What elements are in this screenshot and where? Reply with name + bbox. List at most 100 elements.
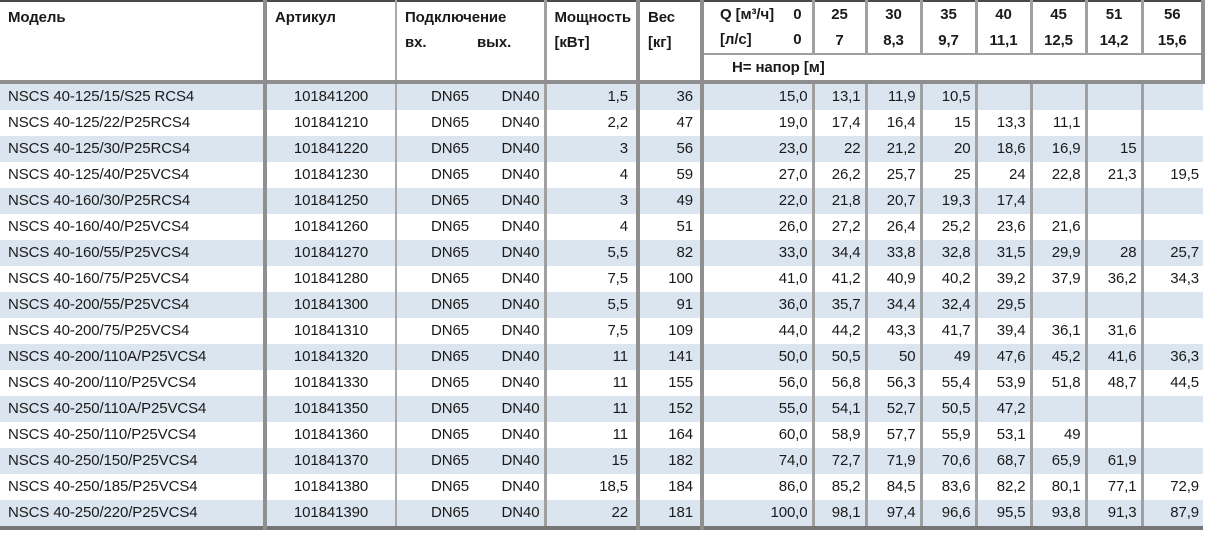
power-header-label: Мощность (554, 9, 632, 26)
col-header-article: Артикул (263, 1, 396, 84)
head-value-cell (1140, 188, 1203, 214)
weight-cell: 155 (636, 370, 702, 396)
model-cell: NSCS 40-250/110A/P25VCS4 (0, 396, 265, 422)
model-cell: NSCS 40-250/110/P25VCS4 (0, 422, 265, 448)
head-value-cell: 22 (811, 136, 866, 162)
head-value-cell: 29,5 (974, 292, 1031, 318)
weight-cell: 51 (636, 214, 702, 240)
outlet-cell: DN40 (470, 422, 545, 448)
inlet-cell: DN65 (395, 292, 470, 318)
head-value-cell: 18,6 (974, 136, 1031, 162)
weight-unit-label: [кг] (648, 34, 672, 51)
model-cell: NSCS 40-250/150/P25VCS4 (0, 448, 265, 474)
inlet-cell: DN65 (395, 448, 470, 474)
flow-ls-value: 8,3 (864, 27, 921, 55)
head-value-cell: 82,2 (974, 474, 1031, 500)
outlet-cell: DN40 (470, 292, 545, 318)
head-value-cell: 25,2 (919, 214, 976, 240)
article-cell: 101841250 (263, 188, 396, 214)
model-cell: NSCS 40-125/15/S25 RCS4 (0, 82, 265, 110)
table-row: NSCS 40-250/185/P25VCS4 101841380 DN65 D… (0, 474, 1203, 500)
weight-cell: 36 (636, 82, 702, 110)
flow-q-zero-value: 0 (793, 6, 802, 23)
flow-q-value: 35 (919, 1, 976, 27)
model-cell: NSCS 40-160/75/P25VCS4 (0, 266, 265, 292)
flow-q-value: 45 (1029, 1, 1086, 27)
head-value-cell: 54,1 (811, 396, 866, 422)
head-value-cell: 44,0 (700, 318, 813, 344)
weight-cell: 109 (636, 318, 702, 344)
head-value-cell: 50,5 (811, 344, 866, 370)
head-value-cell: 65,9 (1029, 448, 1086, 474)
connection-outlet-label: вых. (477, 34, 512, 51)
model-cell: NSCS 40-125/22/P25RCS4 (0, 110, 265, 136)
article-cell: 101841230 (263, 162, 396, 188)
head-value-cell (1029, 292, 1086, 318)
head-value-cell: 16,9 (1029, 136, 1086, 162)
head-value-cell: 29,9 (1029, 240, 1086, 266)
head-value-cell (1084, 422, 1142, 448)
table-row: NSCS 40-200/110/P25VCS4 101841330 DN65 D… (0, 370, 1203, 396)
inlet-cell: DN65 (395, 396, 470, 422)
head-value-cell (1140, 82, 1203, 110)
head-value-cell: 72,9 (1140, 474, 1203, 500)
head-value-cell: 61,9 (1084, 448, 1142, 474)
head-value-cell (1140, 214, 1203, 240)
outlet-cell: DN40 (470, 448, 545, 474)
head-value-cell: 33,8 (864, 240, 921, 266)
inlet-cell: DN65 (395, 110, 470, 136)
head-value-cell: 27,2 (811, 214, 866, 240)
head-value-cell: 21,6 (1029, 214, 1086, 240)
head-value-cell (1084, 396, 1142, 422)
head-value-cell: 43,3 (864, 318, 921, 344)
article-cell: 101841200 (263, 82, 396, 110)
flow-ls-label: [л/с] (720, 31, 752, 48)
head-value-cell: 68,7 (974, 448, 1031, 474)
head-value-cell: 36,3 (1140, 344, 1203, 370)
outlet-cell: DN40 (470, 188, 545, 214)
head-band-label: Н= напор [м] (700, 54, 1205, 84)
head-value-cell: 20,7 (864, 188, 921, 214)
flow-q-value: 40 (974, 1, 1031, 27)
weight-cell: 181 (636, 500, 702, 528)
inlet-cell: DN65 (395, 500, 470, 528)
article-cell: 101841380 (263, 474, 396, 500)
table-row: NSCS 40-125/40/P25VCS4 101841230 DN65 DN… (0, 162, 1203, 188)
head-value-cell: 23,0 (700, 136, 813, 162)
flow-ls-value: 12,5 (1029, 27, 1086, 55)
head-value-cell: 11,1 (1029, 110, 1086, 136)
head-value-cell: 93,8 (1029, 500, 1086, 528)
article-cell: 101841310 (263, 318, 396, 344)
head-value-cell (1084, 110, 1142, 136)
outlet-cell: DN40 (470, 214, 545, 240)
outlet-cell: DN40 (470, 82, 545, 110)
model-cell: NSCS 40-160/30/P25RCS4 (0, 188, 265, 214)
article-cell: 101841360 (263, 422, 396, 448)
power-cell: 22 (543, 500, 638, 528)
flow-ls-zero-value: 0 (793, 31, 802, 48)
head-value-cell: 32,4 (919, 292, 976, 318)
power-cell: 11 (543, 370, 638, 396)
table-row: NSCS 40-250/220/P25VCS4 101841390 DN65 D… (0, 500, 1203, 528)
outlet-cell: DN40 (470, 370, 545, 396)
flow-header-ls-zero: [л/с] 0 (700, 27, 813, 55)
table-row: NSCS 40-160/30/P25RCS4 101841250 DN65 DN… (0, 188, 1203, 214)
table-body: NSCS 40-125/15/S25 RCS4 101841200 DN65 D… (0, 82, 1203, 528)
power-cell: 4 (543, 214, 638, 240)
head-value-cell: 22,8 (1029, 162, 1086, 188)
model-cell: NSCS 40-125/40/P25VCS4 (0, 162, 265, 188)
head-value-cell: 36,1 (1029, 318, 1086, 344)
head-value-cell: 32,8 (919, 240, 976, 266)
head-value-cell: 56,3 (864, 370, 921, 396)
head-value-cell: 15 (919, 110, 976, 136)
table-row: NSCS 40-125/30/P25RCS4 101841220 DN65 DN… (0, 136, 1203, 162)
col-header-model: Модель (0, 1, 265, 84)
head-value-cell (1140, 110, 1203, 136)
weight-cell: 47 (636, 110, 702, 136)
table-row: NSCS 40-160/75/P25VCS4 101841280 DN65 DN… (0, 266, 1203, 292)
flow-q-label: Q [м³/ч] (720, 6, 774, 23)
article-cell: 101841220 (263, 136, 396, 162)
head-value-cell: 47,6 (974, 344, 1031, 370)
head-value-cell: 26,4 (864, 214, 921, 240)
